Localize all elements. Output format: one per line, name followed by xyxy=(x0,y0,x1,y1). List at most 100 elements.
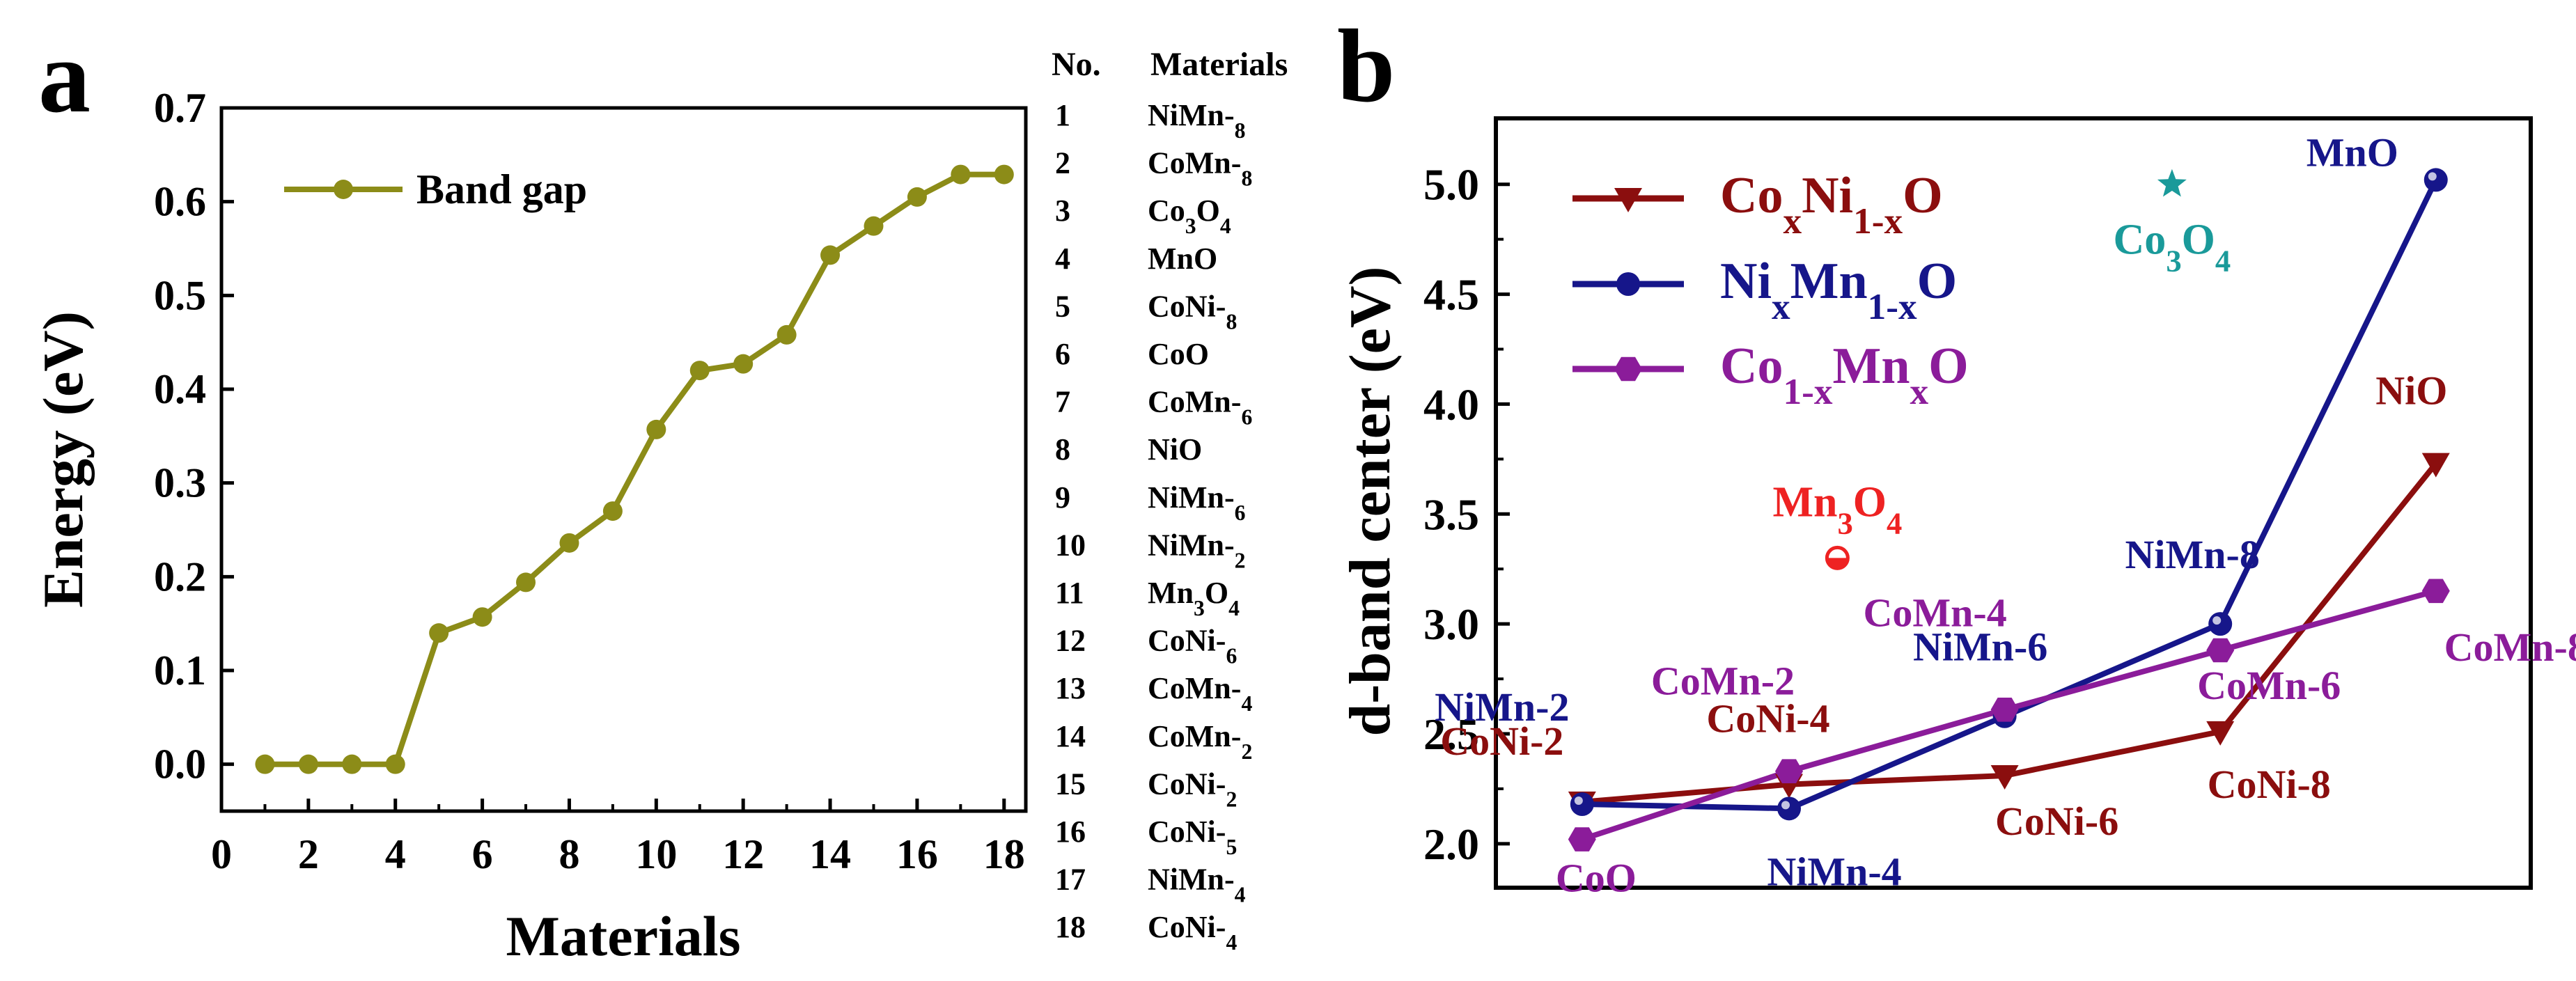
x-tick-label-a: 14 xyxy=(809,831,851,877)
y-tick-label-a: 0.1 xyxy=(154,648,206,693)
d-band-standalone-points xyxy=(1825,168,2187,570)
point-label-CoO: CoO xyxy=(1556,856,1637,901)
x-tick-label-a: 2 xyxy=(298,831,319,877)
band-gap-point xyxy=(559,533,579,553)
band-gap-point xyxy=(516,572,536,592)
legend-marker-coni xyxy=(1614,188,1642,212)
table-row-no: 8 xyxy=(1055,432,1070,466)
band-gap-chart: 0.0 0.1 0.2 0.3 0.4 0.5 0.6 0.7 0 2 4 6 8 10 12 14 16 18… xyxy=(31,85,1028,968)
y-tick-label-a: 0.5 xyxy=(154,272,206,318)
y-tick-label-b: 4.0 xyxy=(1423,379,1479,429)
table-row-material: CoNi-6 xyxy=(1148,624,1237,668)
x-tick-label-a: 10 xyxy=(635,831,677,877)
material-table: No. Materials 1 NiMn-8 2 CoMn-8 3 Co3O4 4 MnO 5 C… xyxy=(1052,46,1288,955)
band-gap-point xyxy=(342,754,362,774)
point-label-CoMn-6: CoMn-6 xyxy=(2197,663,2341,708)
table-row-material: MnO xyxy=(1148,242,1217,276)
point-label-NiMn-8: NiMn-8 xyxy=(2125,532,2260,577)
y-tick-label-a: 0.6 xyxy=(154,179,206,225)
point-CoMn-8 xyxy=(2421,579,2450,604)
band-gap-point xyxy=(733,354,754,374)
band-gap-point xyxy=(298,754,318,774)
x-tick-label-a: 18 xyxy=(983,831,1025,877)
legend-marker-band-gap xyxy=(334,180,353,199)
x-tick-label-a: 0 xyxy=(211,831,232,877)
table-row-material: NiMn-8 xyxy=(1148,98,1246,143)
y-axis-ticks: 0.0 0.1 0.2 0.3 0.4 0.5 0.6 0.7 xyxy=(154,85,234,787)
point-label-NiO: NiO xyxy=(2375,368,2447,414)
table-row-material: CoMn-4 xyxy=(1148,671,1252,715)
table-row-no: 9 xyxy=(1055,480,1070,515)
band-gap-series-points xyxy=(255,164,1014,774)
point-label-NiMn-2: NiMn-2 xyxy=(1435,684,1569,730)
table-row-no: 6 xyxy=(1055,337,1070,371)
table-row-material: CoMn-8 xyxy=(1148,146,1252,191)
x-tick-label-a: 6 xyxy=(472,831,493,877)
y-tick-label-b: 4.5 xyxy=(1423,270,1479,320)
y-tick-label-b: 3.5 xyxy=(1423,489,1479,539)
y-axis-label-b: d-band center (eV) xyxy=(1338,266,1403,736)
y-tick-label-b: 3.0 xyxy=(1423,599,1479,649)
point-CoMn-4 xyxy=(1990,698,2019,722)
band-gap-point xyxy=(689,361,710,381)
table-row-no: 18 xyxy=(1055,910,1086,944)
legend-label-coni: CoxNi1-xO xyxy=(1720,167,1943,242)
band-gap-point xyxy=(255,754,275,774)
table-row-no: 15 xyxy=(1055,767,1086,801)
point-label-CoMn-4: CoMn-4 xyxy=(1864,590,2007,635)
table-row-no: 14 xyxy=(1055,719,1086,753)
point-label-CoNi-8: CoNi-8 xyxy=(2208,762,2331,807)
band-gap-point xyxy=(994,164,1014,185)
table-row-material: NiO xyxy=(1148,432,1202,466)
legend-label-comn: Co1-xMnxO xyxy=(1720,338,1969,412)
table-row-no: 12 xyxy=(1055,624,1086,658)
band-gap-point xyxy=(385,754,405,774)
x-tick-label-a: 8 xyxy=(559,831,579,877)
legend-label-nimn: NixMn1-xO xyxy=(1720,253,1957,327)
d-band-point-labels: CoNi-2 CoNi-4 CoNi-6 CoNi-8 NiO NiMn-2 NiMn-4 N… xyxy=(1435,130,2576,900)
table-row-no: 13 xyxy=(1055,671,1086,705)
table-row-material: Mn3O4 xyxy=(1148,576,1240,620)
band-gap-point xyxy=(472,607,492,627)
point-label-CoMn-8: CoMn-8 xyxy=(2444,625,2576,670)
table-row-material: CoNi-8 xyxy=(1148,289,1237,333)
table-row-no: 4 xyxy=(1055,242,1070,276)
y-tick-label-a: 0.3 xyxy=(154,460,206,506)
table-row-no: 17 xyxy=(1055,863,1086,897)
table-row-no: 5 xyxy=(1055,289,1070,323)
table-row-material: CoO xyxy=(1148,337,1209,371)
point-label-CoNi-2: CoNi-2 xyxy=(1440,719,1563,764)
table-row-no: 11 xyxy=(1055,576,1084,610)
point-label-NiMn-4: NiMn-4 xyxy=(1767,849,1901,894)
point-NiMn-2 xyxy=(1570,792,1594,817)
band-gap-point xyxy=(951,164,971,185)
point-label-Co3O4: Co3O4 xyxy=(2114,217,2231,278)
d-band-center-chart: 2.0 2.5 3.0 3.5 4.0 4.5 5.0 CoxNi1-xO NixMn1-x… xyxy=(1338,116,2576,901)
point-NiO xyxy=(2421,453,2450,478)
table-header-no: No. xyxy=(1052,46,1101,83)
table-row-no: 1 xyxy=(1055,98,1070,132)
y-tick-label-a: 0.7 xyxy=(154,85,206,131)
y-tick-label-b: 5.0 xyxy=(1423,160,1479,210)
legend-label-band-gap: Band gap xyxy=(416,166,587,212)
table-row-no: 3 xyxy=(1055,194,1070,228)
point-label-CoMn-2: CoMn-2 xyxy=(1651,659,1795,704)
point-label-Mn3O4: Mn3O4 xyxy=(1772,478,1902,540)
y-tick-label-b: 2.5 xyxy=(1423,709,1479,759)
table-row-no: 7 xyxy=(1055,385,1070,419)
legend-b: CoxNi1-xO NixMn1-xO Co1-xMnxO xyxy=(1572,167,1969,412)
table-row-material: CoNi-4 xyxy=(1148,910,1237,955)
point-CoMn-2 xyxy=(1775,759,1803,783)
band-gap-point xyxy=(429,623,449,643)
table-row-material: NiMn-4 xyxy=(1148,863,1246,907)
point-label-CoNi-6: CoNi-6 xyxy=(1995,799,2118,844)
point-Co3O4 xyxy=(2157,168,2187,197)
x-tick-label-a: 4 xyxy=(385,831,406,877)
band-gap-point xyxy=(646,419,666,439)
y-tick-label-a: 0.4 xyxy=(154,366,206,412)
y-tick-label-a: 0.0 xyxy=(154,741,206,787)
legend-marker-nimn xyxy=(1616,272,1640,296)
y-axis-ticks-b: 2.0 2.5 3.0 3.5 4.0 4.5 5.0 xyxy=(1423,160,1510,869)
y-tick-label-a: 0.2 xyxy=(154,554,206,599)
